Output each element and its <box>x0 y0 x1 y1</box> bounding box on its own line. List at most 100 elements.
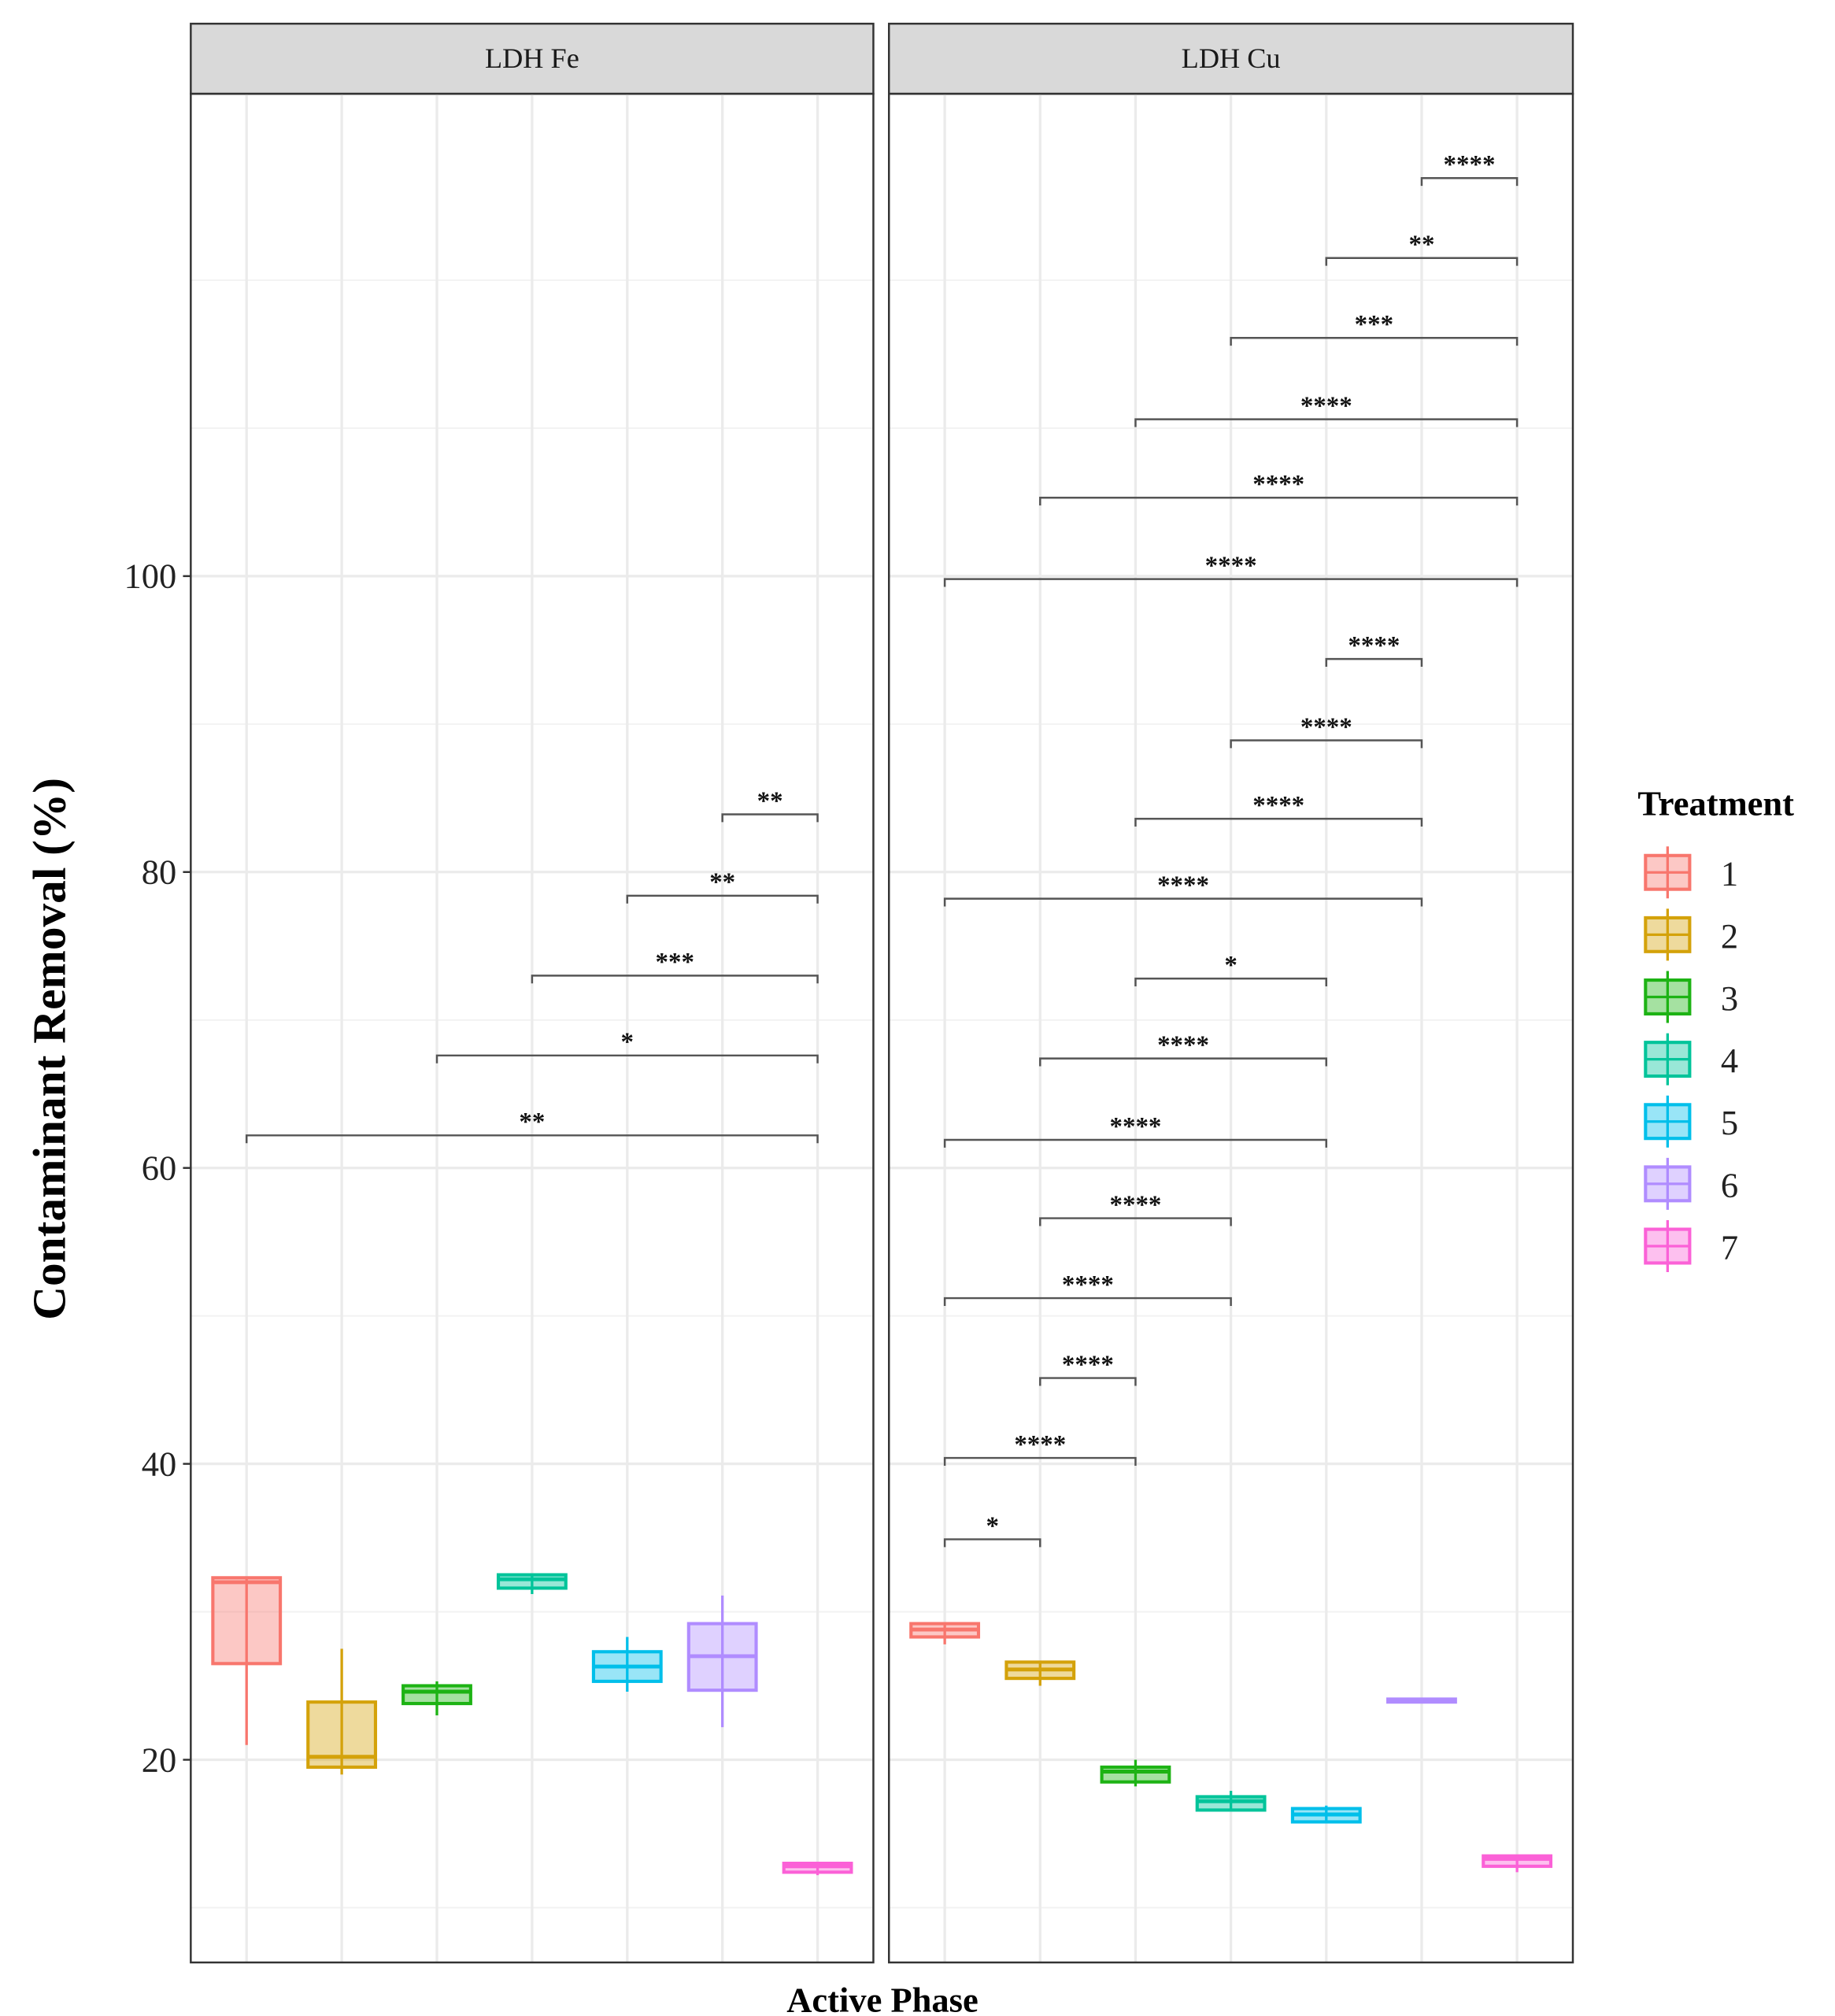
significance-bracket: ** <box>1325 231 1519 266</box>
legend-label: 7 <box>1721 1227 1738 1267</box>
significance-label: * <box>621 1028 634 1056</box>
bracket-line <box>943 1538 1041 1548</box>
box <box>496 1573 568 1590</box>
x-axis-label: Active Phase <box>786 1981 978 2016</box>
significance-label: **** <box>1252 792 1304 820</box>
significance-label: ** <box>709 868 735 897</box>
legend-label: 4 <box>1721 1041 1738 1080</box>
significance-bracket: **** <box>1420 151 1519 187</box>
significance-bracket: **** <box>943 1271 1232 1306</box>
bracket-line <box>721 813 819 823</box>
bracket-line <box>943 578 1519 587</box>
y-axis-label: Contaminant Removal (%) <box>23 778 75 1320</box>
significance-bracket: * <box>1134 951 1328 986</box>
box <box>1100 1765 1171 1784</box>
box-treatment-5 <box>591 1637 663 1692</box>
legend: Treatment 1 2 3 4 5 6 7 <box>1637 784 1794 1272</box>
legend-label: 6 <box>1721 1165 1738 1204</box>
significance-bracket: ** <box>245 1108 819 1144</box>
bracket-line <box>1325 657 1423 667</box>
significance-label: ** <box>519 1108 545 1137</box>
box-treatment-6 <box>686 1595 758 1728</box>
legend-item-7: 7 <box>1644 1220 1738 1272</box>
significance-label: **** <box>1205 552 1257 580</box>
box-treatment-5 <box>1290 1805 1362 1824</box>
significance-label: ** <box>757 787 783 816</box>
y-tick-label: 40 <box>142 1444 176 1483</box>
legend-item-2: 2 <box>1644 908 1738 961</box>
significance-bracket: **** <box>1039 1031 1328 1067</box>
legend-label: 2 <box>1721 916 1738 956</box>
box-treatment-7 <box>1482 1854 1553 1873</box>
facet-strip-label: LDH Fe <box>485 43 579 74</box>
bracket-line <box>943 1138 1328 1148</box>
significance-bracket: **** <box>1039 1351 1137 1386</box>
significance-label: ** <box>1408 231 1434 259</box>
bracket-line <box>1230 739 1423 749</box>
box-treatment-3 <box>1100 1759 1171 1787</box>
bracket-line <box>1134 418 1519 427</box>
bracket-line <box>531 975 819 984</box>
y-tick-label: 20 <box>142 1740 176 1779</box>
y-tick-label: 100 <box>124 557 176 596</box>
significance-bracket: * <box>943 1512 1041 1548</box>
significance-bracket: **** <box>943 1112 1328 1148</box>
significance-label: **** <box>1300 392 1352 420</box>
box <box>211 1576 283 1666</box>
significance-bracket: **** <box>1039 1191 1232 1226</box>
significance-label: **** <box>1109 1112 1161 1141</box>
significance-label: **** <box>1252 471 1304 499</box>
legend-label: 5 <box>1721 1103 1738 1142</box>
significance-label: **** <box>1014 1430 1066 1459</box>
significance-bracket: **** <box>1039 471 1519 506</box>
significance-label: **** <box>1157 871 1209 900</box>
significance-label: **** <box>1348 632 1400 660</box>
bracket-line <box>943 1456 1137 1466</box>
significance-bracket: *** <box>1230 311 1519 346</box>
box-treatment-2 <box>306 1648 378 1775</box>
significance-bracket: **** <box>943 1430 1137 1466</box>
significance-label: *** <box>1355 311 1393 339</box>
significance-bracket: ** <box>721 787 819 823</box>
significance-bracket: **** <box>1134 392 1519 427</box>
box-treatment-4 <box>496 1573 568 1594</box>
bracket-line <box>943 1297 1232 1306</box>
legend-title: Treatment <box>1637 784 1794 823</box>
significance-bracket: *** <box>531 949 819 984</box>
bracket-line <box>943 897 1423 907</box>
box-treatment-6 <box>1386 1697 1457 1704</box>
bracket-line <box>1230 337 1519 346</box>
panel-1: LDH Cu**********************************… <box>887 22 1574 1964</box>
bracket-line <box>1134 977 1328 986</box>
significance-label: **** <box>1157 1031 1209 1060</box>
bracket-line <box>245 1134 819 1144</box>
bracket-line <box>1420 177 1519 187</box>
significance-label: *** <box>656 949 694 977</box>
box-treatment-1 <box>909 1622 981 1644</box>
box-treatment-4 <box>1195 1790 1267 1812</box>
box-treatment-7 <box>782 1861 853 1876</box>
legend-item-4: 4 <box>1644 1033 1738 1086</box>
bracket-line <box>1134 817 1423 827</box>
bracket-line <box>435 1054 819 1063</box>
box-treatment-2 <box>1004 1660 1076 1686</box>
significance-label: **** <box>1062 1271 1114 1299</box>
significance-label: **** <box>1062 1351 1114 1379</box>
significance-bracket: **** <box>1230 713 1423 749</box>
legend-label: 3 <box>1721 978 1738 1018</box>
bracket-line <box>1039 496 1519 506</box>
y-tick-label: 80 <box>142 853 176 892</box>
significance-label: **** <box>1444 151 1496 179</box>
significance-label: * <box>1224 951 1237 979</box>
significance-bracket: **** <box>943 552 1519 587</box>
facet-strip-label: LDH Cu <box>1182 43 1281 74</box>
bracket-line <box>1039 1377 1137 1386</box>
significance-label: **** <box>1300 713 1352 742</box>
facet-strip <box>190 22 875 95</box>
legend-label: 1 <box>1721 854 1738 893</box>
legend-item-3: 3 <box>1644 971 1738 1023</box>
y-axis: 20 40 60 80 100 <box>124 557 191 1779</box>
significance-bracket: **** <box>1325 632 1423 667</box>
panel-0: LDH Fe********** <box>190 22 875 1964</box>
panel-border <box>887 92 1574 1964</box>
